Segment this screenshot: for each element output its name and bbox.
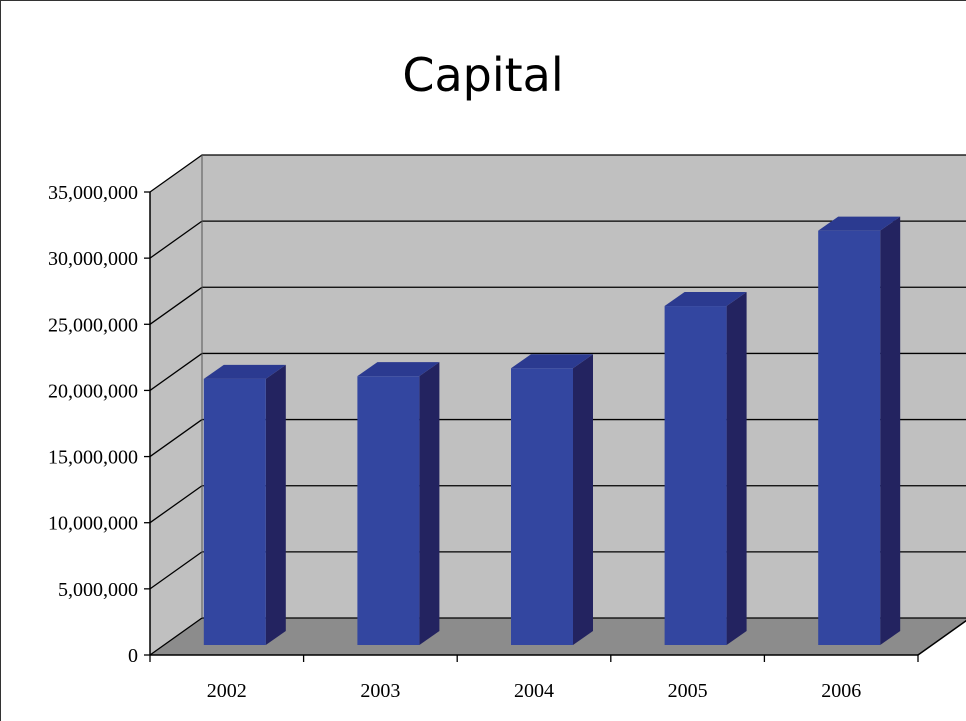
bar-top (818, 216, 901, 231)
bar-2003 (357, 376, 420, 645)
bar-2004 (511, 368, 573, 645)
bar-top (203, 364, 286, 379)
x-tick-label: 2002 (207, 680, 247, 702)
y-tick-label: 35,000,000 (48, 182, 138, 204)
y-tick-label: 15,000,000 (48, 447, 138, 469)
bar-2002 (203, 378, 266, 645)
bar-2006 (818, 230, 881, 645)
x-tick-label: 2003 (360, 680, 400, 702)
bar-side (419, 362, 440, 645)
bar-side (573, 354, 593, 645)
y-tick-label: 0 (128, 645, 138, 667)
y-tick-label: 30,000,000 (48, 248, 138, 270)
bar-top (664, 292, 747, 307)
x-tick-label: 2004 (514, 680, 554, 702)
bar-top (511, 354, 593, 369)
floor-edge (917, 619, 966, 656)
bar-side (265, 364, 286, 645)
bar-side (880, 216, 901, 645)
bar-2005 (664, 306, 727, 645)
y-tick-label: 20,000,000 (48, 380, 138, 402)
bar-top (357, 362, 440, 377)
bar-side (726, 292, 747, 645)
y-tick-label: 25,000,000 (48, 314, 138, 336)
chart-title: Capital (402, 48, 564, 102)
x-tick-label: 2005 (668, 680, 708, 702)
y-tick-label: 10,000,000 (48, 513, 138, 535)
y-tick-label: 5,000,000 (58, 579, 138, 601)
x-tick-label: 2006 (821, 680, 861, 702)
side-wall (150, 155, 202, 655)
